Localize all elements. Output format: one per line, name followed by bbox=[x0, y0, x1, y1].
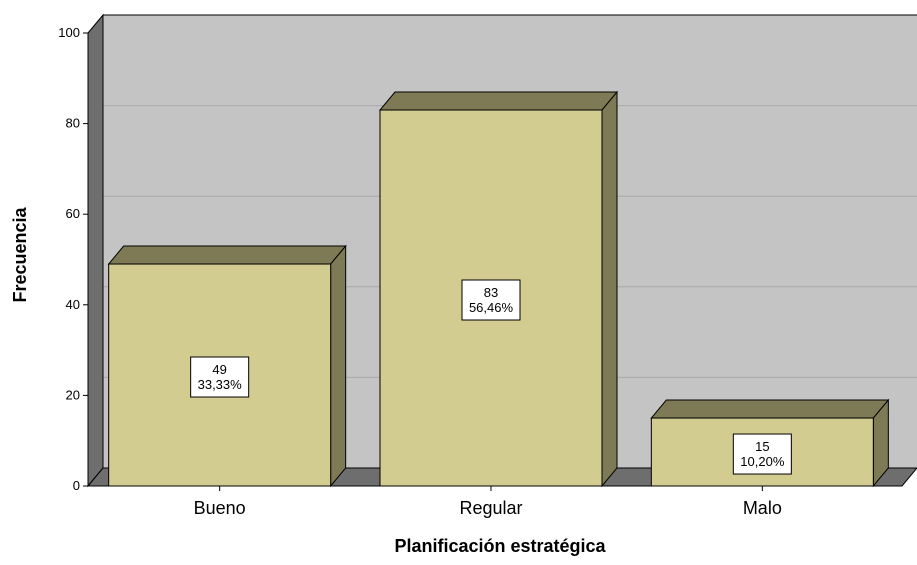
data-label-percent: 33,33% bbox=[198, 377, 243, 392]
data-label-percent: 56,46% bbox=[469, 300, 514, 315]
y-tick-label: 0 bbox=[73, 478, 80, 493]
y-tick-label: 80 bbox=[66, 116, 80, 131]
bar-side-regular bbox=[601, 90, 618, 488]
bar-side-bueno bbox=[330, 244, 347, 488]
data-label-box bbox=[190, 356, 250, 398]
y-tick-label: 60 bbox=[66, 206, 80, 221]
bar-top-regular bbox=[378, 91, 619, 111]
y-axis: 0 20 40 60 80 100 bbox=[58, 25, 89, 493]
data-label-count: 15 bbox=[755, 439, 769, 454]
bar-top-bueno bbox=[107, 245, 347, 265]
y-tick-label: 20 bbox=[66, 387, 80, 402]
data-label-box bbox=[732, 433, 792, 475]
data-label-count: 83 bbox=[484, 285, 498, 300]
data-label-box bbox=[461, 279, 521, 321]
y-tick-label: 100 bbox=[58, 25, 80, 40]
x-tick-label-malo: Malo bbox=[743, 498, 782, 518]
x-axis-title: Planificación estratégica bbox=[394, 536, 606, 556]
x-axis-categories: Bueno Regular Malo bbox=[194, 486, 782, 518]
y-tick-label: 40 bbox=[66, 297, 80, 312]
y-axis-title: Frecuencia bbox=[10, 206, 30, 302]
x-tick-label-regular: Regular bbox=[459, 498, 522, 518]
data-label-percent: 10,20% bbox=[740, 454, 785, 469]
data-label-count: 49 bbox=[212, 362, 226, 377]
plot-left-wall bbox=[87, 13, 104, 488]
x-tick-label-bueno: Bueno bbox=[194, 498, 246, 518]
bar-top-malo bbox=[650, 399, 890, 419]
